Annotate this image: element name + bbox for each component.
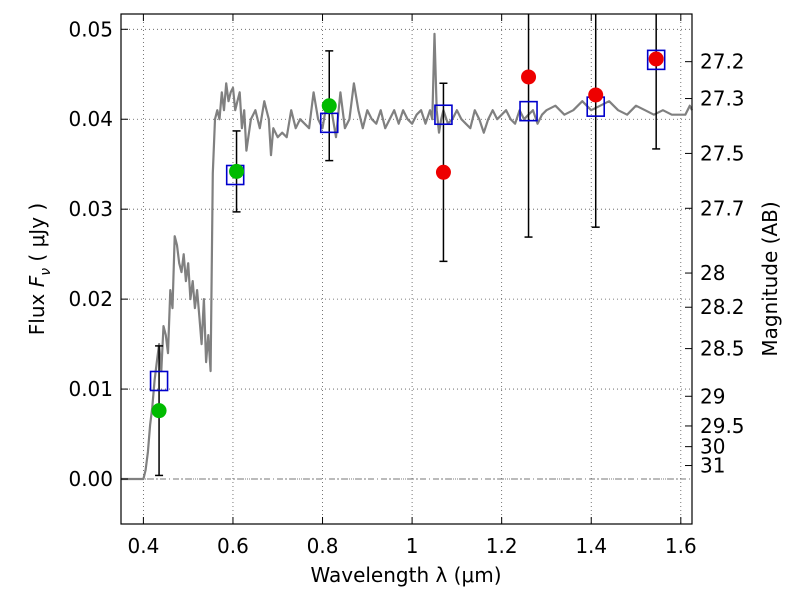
right-tick-label: 27.7	[700, 196, 745, 220]
y-axis-label-sub: ν	[38, 268, 54, 276]
x-tick-label: 1	[406, 534, 419, 558]
grid	[121, 14, 692, 524]
ticks: 0.4 0.6 0.8 1 1.2 1.4 1.6 0.00 0.01 0.02 0.03 0.04 0…	[68, 14, 745, 558]
model-box	[646, 49, 666, 71]
model-box	[434, 104, 453, 126]
y-tick-label: 0.02	[68, 287, 113, 311]
detection-point	[151, 403, 167, 419]
right-tick-label: 29.5	[700, 414, 745, 438]
x-axis-label: Wavelength λ (μm)	[310, 563, 501, 587]
upper-point	[521, 69, 537, 85]
y-tick-label: 0.04	[68, 107, 113, 131]
upper-point	[588, 87, 604, 103]
upper-point	[435, 164, 451, 180]
x-tick-label: 0.8	[307, 534, 339, 558]
y-axis-label-var: F	[25, 275, 49, 287]
right-tick-label: 29	[700, 384, 725, 408]
plot-frame	[120, 13, 693, 525]
x-tick-label: 1.2	[486, 534, 518, 558]
x-tick-label: 1.4	[575, 534, 607, 558]
right-tick-label: 27.3	[700, 87, 745, 111]
right-tick-label: 27.5	[700, 141, 745, 165]
upper-errorbar	[591, 14, 600, 228]
upper-errorbar	[524, 14, 533, 238]
detection-point	[229, 163, 245, 179]
y-axis-label-main: Flux	[25, 287, 49, 335]
y-axis-label-unit: ( μJy )	[25, 203, 49, 268]
y-axis-label-left: Flux Fν ( μJy )	[25, 203, 54, 335]
x-tick-label: 0.6	[217, 534, 249, 558]
y-tick-label: 0.00	[68, 467, 113, 491]
right-tick-label: 28.5	[700, 337, 745, 361]
right-tick-label: 28	[700, 261, 725, 285]
right-tick-label: 30	[700, 435, 725, 459]
right-tick-label: 28.2	[700, 295, 745, 319]
model-box	[519, 100, 538, 122]
right-tick-label: 31	[700, 454, 725, 478]
x-tick-label: 0.4	[127, 534, 159, 558]
spectrum-line	[121, 32, 693, 481]
upper-point	[648, 51, 664, 67]
y-tick-label: 0.01	[68, 377, 113, 401]
right-tick-label: 27.2	[700, 50, 745, 74]
model-box	[319, 112, 339, 134]
y-tick-label: 0.05	[68, 17, 113, 41]
plot-content	[121, 14, 693, 481]
y-axis-label-right: Magnitude (AB)	[758, 201, 782, 356]
y-tick-label: 0.03	[68, 197, 113, 221]
model-box	[149, 370, 169, 392]
upper-errorbar	[652, 14, 661, 150]
x-tick-label: 1.6	[665, 534, 697, 558]
detection-point	[321, 98, 337, 114]
